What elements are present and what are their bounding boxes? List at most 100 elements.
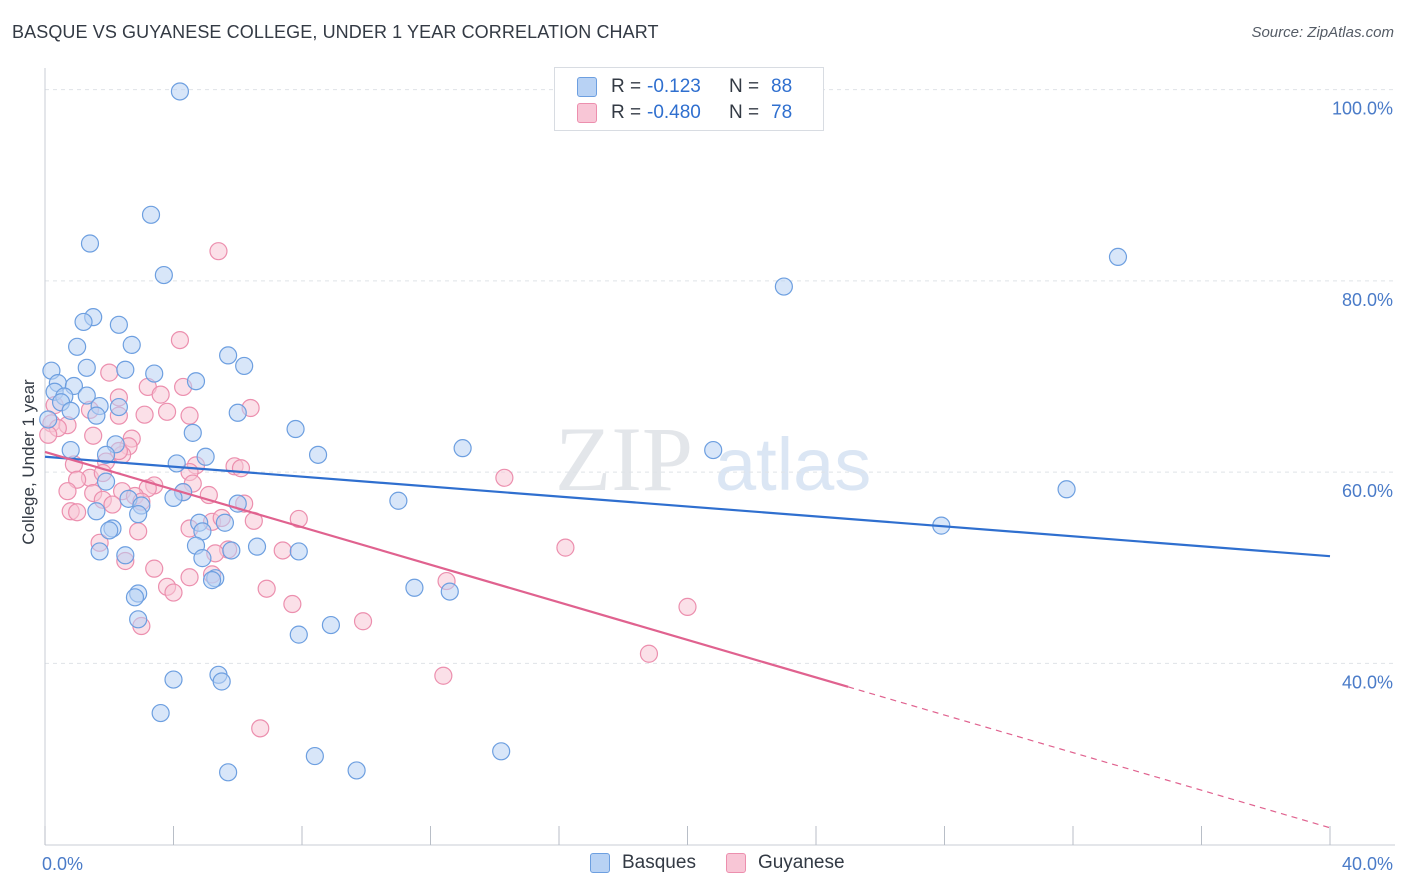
y-axis-label: College, Under 1 year	[19, 379, 38, 545]
legend-item-guyanese[interactable]: Guyanese	[725, 852, 845, 874]
guyanese-point	[209, 242, 228, 261]
basques-point	[87, 502, 106, 521]
guyanese-point	[58, 482, 77, 501]
guyanese-point	[289, 509, 308, 529]
basques-point	[453, 439, 472, 458]
guyanese-point	[180, 406, 199, 425]
y-tick-label: 80.0%	[1342, 290, 1393, 310]
guyanese-trend-extension	[847, 686, 1331, 829]
guyanese-point	[273, 541, 292, 560]
basques-point	[122, 335, 141, 354]
guyanese-point	[151, 385, 170, 404]
legend-row-basques: R = -0.123 N = 88	[577, 75, 792, 99]
legend-label-basques: Basques	[622, 852, 696, 873]
y-tick-label: 40.0%	[1342, 672, 1393, 692]
basques-point	[308, 445, 328, 464]
guyanese-point	[639, 644, 659, 663]
n-value: 88	[771, 76, 793, 97]
source-label: Source: ZipAtlas.com	[1251, 24, 1394, 41]
basques-point	[389, 491, 408, 510]
guyanese-point	[231, 459, 251, 478]
guyanese-point	[84, 426, 103, 445]
guyanese-point	[556, 538, 575, 557]
basques-point	[109, 315, 128, 334]
basques-point	[80, 234, 100, 253]
guyanese-point	[678, 597, 697, 616]
basques-point	[212, 672, 231, 691]
grid-lines	[45, 89, 1395, 664]
basques-point	[74, 312, 93, 332]
basques-point	[321, 615, 341, 635]
basques-point	[228, 403, 247, 422]
guyanese-point	[257, 579, 276, 598]
watermark-atlas: atlas	[715, 423, 871, 506]
basques-point	[129, 610, 148, 629]
guyanese-swatch	[577, 103, 597, 123]
legend-row-guyanese: R = -0.480 N = 78	[577, 101, 792, 125]
basques-point	[141, 205, 161, 224]
basques-point	[129, 505, 148, 524]
basques-point	[96, 445, 116, 464]
basques-point	[87, 406, 106, 425]
legend-label-guyanese: Guyanese	[757, 852, 845, 873]
correlation-legend: R = -0.123 N = 88 R = -0.480 N = 78	[554, 67, 824, 131]
basques-point	[215, 513, 234, 532]
basques-trend-line	[44, 455, 1331, 558]
basques-point	[704, 440, 723, 460]
basques-point	[145, 364, 164, 383]
watermark: ZIP atlas	[555, 408, 871, 510]
basques-point	[170, 82, 190, 101]
guyanese-point	[495, 468, 514, 487]
basques-point	[116, 546, 135, 565]
basques-point	[405, 578, 424, 597]
tick-labels: 40.0% 60.0% 80.0% 100.0% 0.0% 40.0%	[42, 99, 1393, 874]
basques-point	[440, 582, 459, 601]
r-value: -0.480	[647, 102, 701, 123]
basques-point	[347, 761, 366, 780]
axes	[44, 68, 1395, 846]
basques-point	[1108, 247, 1128, 267]
basques-point	[193, 549, 212, 568]
basques-point	[77, 358, 96, 377]
basques-point	[305, 746, 324, 766]
basques-point	[235, 356, 254, 376]
x-tick-label-start: 0.0%	[42, 854, 83, 874]
basques-point	[77, 386, 96, 405]
legend-item-basques[interactable]: Basques	[590, 852, 696, 874]
r-value: -0.123	[647, 76, 701, 97]
guyanese-point	[180, 568, 199, 587]
guyanese-point	[39, 425, 58, 444]
basques-point	[68, 337, 87, 356]
basques-point	[61, 401, 80, 420]
guyanese-point	[135, 405, 154, 424]
guyanese-point	[353, 612, 373, 631]
guyanese-point	[157, 402, 177, 421]
y-tick-label: 100.0%	[1332, 99, 1393, 119]
basques-point	[289, 625, 308, 644]
r-label: R =	[611, 76, 642, 97]
guyanese-point	[251, 719, 270, 738]
basques-point	[100, 521, 119, 540]
n-label: N =	[729, 76, 760, 97]
basques-point	[219, 346, 238, 365]
basques-point	[1057, 480, 1076, 499]
chart-title: BASQUE VS GUYANESE COLLEGE, UNDER 1 YEAR…	[12, 22, 659, 42]
guyanese-point	[103, 495, 122, 514]
basques-point	[109, 397, 128, 417]
x-tick-label-end: 40.0%	[1342, 854, 1393, 874]
guyanese-point	[68, 503, 87, 522]
basques-point	[151, 703, 170, 723]
n-value: 78	[771, 102, 793, 123]
guyanese-point	[434, 666, 453, 685]
guyanese-point	[129, 522, 148, 541]
guyanese-point	[164, 583, 183, 602]
basques-point	[116, 360, 135, 379]
basques-point	[90, 542, 109, 561]
watermark-zip: ZIP	[555, 408, 693, 510]
basques-point	[286, 419, 305, 439]
guyanese-point	[145, 559, 164, 578]
basques-point	[39, 410, 58, 429]
basques-point	[492, 742, 511, 761]
guyanese-point	[100, 363, 119, 382]
basques-point	[96, 472, 116, 491]
